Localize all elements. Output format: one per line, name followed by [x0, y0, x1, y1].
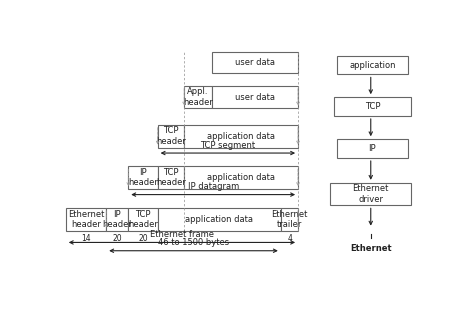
- Text: 20: 20: [112, 233, 122, 243]
- Bar: [334, 97, 411, 116]
- Bar: [158, 125, 184, 147]
- Bar: [184, 86, 212, 109]
- Bar: [158, 208, 281, 231]
- Text: 4: 4: [287, 233, 292, 243]
- Text: Ethernet
trailer: Ethernet trailer: [271, 210, 308, 229]
- Bar: [212, 52, 298, 73]
- Text: 46 to 1500 bytes: 46 to 1500 bytes: [158, 238, 229, 248]
- Text: Ethernet: Ethernet: [350, 245, 392, 253]
- Bar: [128, 208, 158, 231]
- Text: IP
header: IP header: [128, 168, 158, 187]
- Text: Ethernet frame: Ethernet frame: [150, 230, 214, 239]
- Text: IP datagram: IP datagram: [188, 182, 239, 191]
- Text: user data: user data: [235, 93, 275, 102]
- Bar: [184, 166, 298, 189]
- Text: TCP segment: TCP segment: [201, 141, 255, 150]
- Text: application data: application data: [207, 173, 275, 182]
- Text: 20: 20: [138, 233, 148, 243]
- Text: TCP: TCP: [365, 102, 380, 111]
- Bar: [184, 125, 298, 147]
- Text: application data: application data: [207, 132, 275, 141]
- Text: IP: IP: [369, 144, 376, 153]
- Bar: [337, 56, 408, 75]
- Bar: [212, 86, 298, 109]
- Bar: [128, 166, 158, 189]
- Text: Ethernet
header: Ethernet header: [68, 210, 104, 229]
- Text: application data: application data: [185, 215, 253, 224]
- Bar: [281, 208, 298, 231]
- Text: TCP
header: TCP header: [128, 210, 158, 229]
- Bar: [158, 166, 184, 189]
- Text: TCP
header: TCP header: [156, 127, 186, 146]
- Text: user data: user data: [235, 58, 275, 67]
- Text: Appl.
header: Appl. header: [183, 87, 213, 107]
- Bar: [337, 139, 408, 158]
- Text: IP
header: IP header: [102, 210, 132, 229]
- Bar: [330, 183, 411, 205]
- Text: TCP
header: TCP header: [156, 168, 186, 187]
- Bar: [66, 208, 106, 231]
- Bar: [106, 208, 128, 231]
- Text: application: application: [349, 60, 396, 70]
- Text: Ethernet
driver: Ethernet driver: [353, 184, 389, 204]
- Text: 14: 14: [81, 233, 91, 243]
